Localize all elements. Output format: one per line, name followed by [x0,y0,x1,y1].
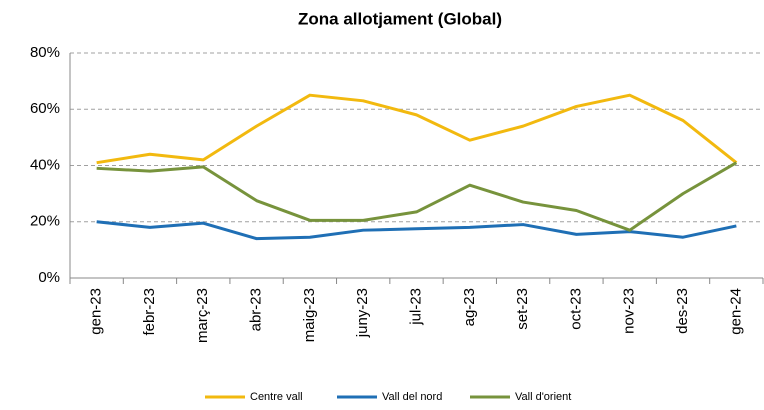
x-tick-label: maig-23 [301,288,318,342]
line-series [96,93,738,165]
y-tick-label: 60% [30,100,60,117]
legend-label: Vall del nord [382,391,442,403]
legend-label: Centre vall [250,391,303,403]
y-tick-label: 40% [30,156,60,173]
line-series [96,161,738,232]
legend-label: Vall d'orient [515,391,571,403]
x-tick-label: gen-24 [727,288,744,335]
x-tick-label: oct-23 [567,288,584,330]
y-tick-label: 0% [38,269,60,286]
chart-title: Zona allotjament (Global) [298,9,502,28]
x-tick-label: jul-23 [407,288,424,326]
x-tick-label: abr-23 [248,288,265,331]
x-tick-label: set-23 [514,288,531,330]
x-tick-label: des-23 [674,288,691,334]
y-tick-label: 80% [30,44,60,61]
y-tick-label: 20% [30,213,60,230]
x-tick-label: gen-23 [88,288,105,335]
x-tick-label: ag-23 [461,288,478,326]
x-tick-label: juny-23 [354,288,371,338]
x-tick-label: febr-23 [141,288,158,336]
x-tick-label: març-23 [194,288,211,343]
x-tick-label: nov-23 [621,288,638,334]
